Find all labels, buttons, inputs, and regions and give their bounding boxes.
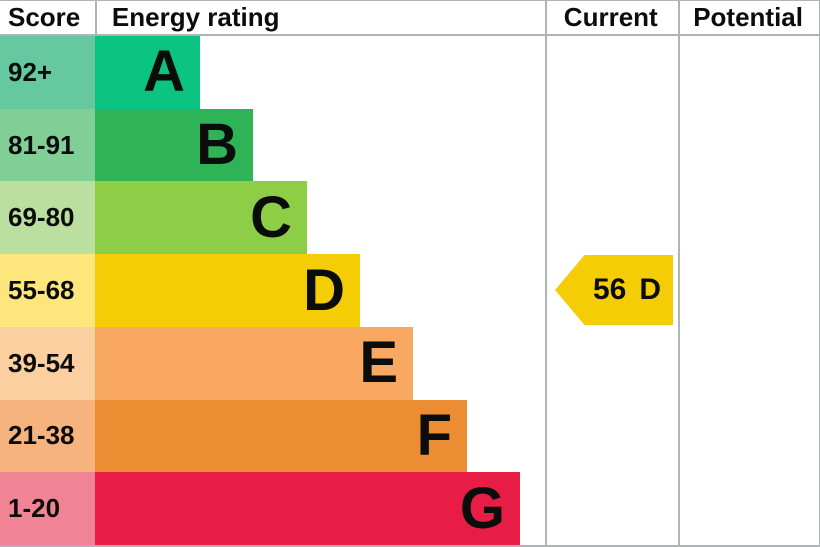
score-range-a: 92+	[0, 36, 95, 109]
band-row-c: 69-80 C	[0, 181, 819, 255]
column-header-energy-rating: Energy rating	[111, 2, 280, 32]
score-range-f: 21-38	[0, 399, 95, 473]
score-range-label: 69-80	[8, 202, 75, 233]
band-row-e: 39-54 E	[0, 326, 819, 400]
column-header-potential: Potential	[693, 2, 803, 32]
band-bar-e: E	[95, 326, 413, 400]
band-letter: G	[459, 475, 505, 541]
band-bar-f: F	[95, 399, 467, 473]
band-bar-b: B	[95, 108, 253, 182]
band-letter: C	[250, 184, 292, 250]
score-range-d: 55-68	[0, 254, 95, 327]
table-header: Score Energy rating Current Potential	[0, 1, 819, 36]
current-rating-arrow: 56 D	[555, 255, 673, 325]
score-range-label: 55-68	[8, 275, 75, 306]
divider-current-column	[545, 1, 547, 545]
divider-score-rating	[95, 1, 97, 36]
score-range-label: 81-91	[8, 129, 75, 160]
score-range-c: 69-80	[0, 181, 95, 255]
score-range-label: 92+	[8, 56, 53, 87]
band-letter: B	[196, 112, 238, 178]
column-header-current: Current	[563, 2, 658, 32]
band-row-a: 92+ A	[0, 36, 819, 109]
band-row-b: 81-91 B	[0, 108, 819, 182]
score-range-label: 1-20	[8, 493, 61, 524]
current-rating-value: 56	[592, 273, 627, 306]
divider-potential-column	[678, 1, 680, 545]
current-rating-band: D	[639, 273, 662, 306]
band-row-d: 55-68 D	[0, 254, 819, 327]
column-header-score: Score	[8, 2, 81, 32]
band-letter: A	[143, 39, 185, 105]
score-range-label: 21-38	[8, 420, 75, 451]
band-row-f: 21-38 F	[0, 399, 819, 473]
band-bar-d: D	[95, 254, 360, 327]
score-range-label: 39-54	[8, 347, 75, 378]
band-bar-g: G	[95, 472, 520, 545]
score-range-e: 39-54	[0, 326, 95, 400]
band-bar-c: C	[95, 181, 307, 255]
score-range-b: 81-91	[0, 108, 95, 182]
band-letter: F	[416, 402, 452, 468]
band-letter: E	[359, 330, 398, 396]
band-rows: 92+ A 81-91 B 69-80 C 55-68	[0, 36, 819, 545]
band-bar-a: A	[95, 36, 200, 109]
band-row-g: 1-20 G	[0, 472, 819, 545]
score-range-g: 1-20	[0, 472, 95, 545]
band-letter: D	[303, 257, 345, 323]
